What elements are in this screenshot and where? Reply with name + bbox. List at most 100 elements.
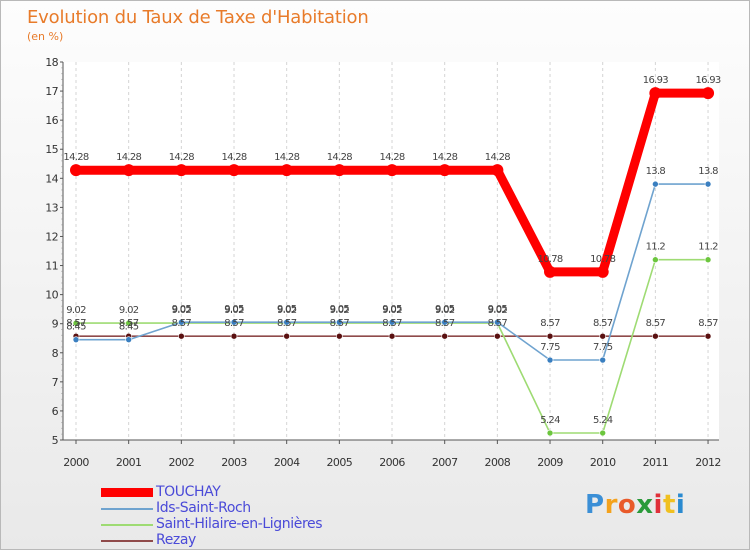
y-tick-label: 16 (45, 114, 58, 127)
y-tick-label: 11 (45, 260, 58, 273)
data-label: 9.02 (382, 305, 402, 316)
data-point (599, 356, 607, 364)
data-label: 9.02 (435, 305, 455, 316)
data-label: 8.45 (66, 322, 86, 333)
data-label: 8.57 (172, 318, 192, 329)
data-point (704, 180, 712, 188)
y-tick-label: 5 (52, 434, 59, 447)
data-point (283, 318, 290, 326)
data-label: 8.57 (698, 318, 718, 329)
x-tick-label: 2004 (274, 456, 300, 469)
data-label: 8.57 (119, 318, 139, 329)
legend-label: TOUCHAY (156, 484, 221, 500)
legend-swatch-saint-hilaire (101, 524, 153, 526)
y-tick-label: 18 (45, 56, 58, 69)
data-label: 8.57 (330, 318, 350, 329)
data-label: 8.57 (540, 318, 560, 329)
y-tick-label: 10 (45, 289, 58, 302)
data-point (491, 164, 504, 177)
data-point (494, 318, 501, 326)
x-tick-label: 2012 (695, 456, 721, 469)
data-point (388, 332, 396, 340)
x-tick-label: 2010 (590, 456, 616, 469)
logo-letter: t (662, 490, 676, 520)
data-label: 9.05 (330, 304, 350, 315)
logo-letter: i (675, 490, 686, 520)
data-label: 14.28 (221, 152, 246, 163)
data-label: 8.57 (277, 318, 297, 329)
data-point (652, 332, 659, 340)
logo-letter: x (636, 490, 654, 520)
data-point (544, 265, 557, 278)
legend-swatch-touchay (101, 488, 153, 497)
data-label: 14.28 (169, 152, 194, 163)
data-point (704, 332, 712, 340)
y-tick-label: 6 (52, 405, 59, 418)
data-point (283, 332, 290, 340)
data-point (704, 256, 712, 264)
data-point (441, 332, 448, 340)
legend-label: Saint-Hilaire-en-Lignières (156, 516, 323, 532)
data-label: 9.02 (488, 305, 508, 316)
data-label: 9.05 (224, 304, 244, 315)
y-tick-label: 15 (45, 143, 58, 156)
y-tick-label: 7 (52, 376, 59, 389)
data-label: 16.93 (695, 75, 720, 86)
x-tick-label: 2006 (379, 456, 405, 469)
x-tick-label: 2000 (63, 456, 89, 469)
x-tick-label: 2007 (432, 456, 458, 469)
x-tick-label: 2009 (537, 456, 563, 469)
data-point (546, 429, 554, 437)
data-label: 8.57 (646, 318, 666, 329)
x-tick-label: 2008 (485, 456, 511, 469)
data-point (230, 318, 238, 326)
data-label: 11.2 (698, 242, 718, 253)
data-point (280, 164, 293, 177)
data-label: 8.45 (119, 322, 139, 333)
data-label: 14.28 (116, 152, 141, 163)
data-point (599, 429, 607, 437)
data-point (122, 164, 135, 177)
data-point (228, 164, 241, 177)
data-label: 9.02 (66, 305, 86, 316)
data-label: 8.57 (488, 318, 508, 329)
data-label: 14.28 (432, 152, 457, 163)
data-label: 9.05 (277, 304, 297, 315)
y-tick-label: 9 (52, 318, 59, 331)
data-label: 14.28 (379, 152, 404, 163)
data-point (72, 336, 80, 343)
data-point (546, 332, 554, 340)
data-point (388, 318, 396, 326)
legend-label: Ids-Saint-Roch (156, 500, 251, 516)
data-point (72, 319, 80, 327)
data-point (652, 180, 659, 188)
data-point (333, 164, 346, 177)
data-label: 7.75 (540, 342, 560, 353)
data-point (175, 164, 188, 177)
plot-area (63, 62, 719, 440)
data-label: 9.05 (488, 304, 508, 315)
data-label: 7.75 (593, 342, 613, 353)
data-label: 9.05 (382, 304, 402, 315)
data-point (546, 356, 554, 364)
data-label: 13.8 (698, 166, 718, 177)
x-tick-label: 2011 (643, 456, 669, 469)
data-point (649, 87, 662, 100)
data-point (336, 318, 343, 326)
data-point (702, 87, 715, 100)
data-point (596, 265, 609, 278)
data-point (336, 332, 343, 340)
data-point (438, 164, 451, 177)
chart-subtitle: (en %) (27, 30, 64, 43)
data-point (494, 332, 501, 340)
data-label: 9.02 (277, 305, 297, 316)
logo-letter: r (604, 490, 618, 520)
data-label: 9.02 (330, 305, 350, 316)
proxiti-logo: Proxiti (585, 490, 685, 520)
data-label: 9.05 (435, 304, 455, 315)
data-point (178, 318, 185, 326)
y-tick-label: 12 (45, 230, 58, 243)
y-tick-label: 17 (45, 85, 58, 98)
